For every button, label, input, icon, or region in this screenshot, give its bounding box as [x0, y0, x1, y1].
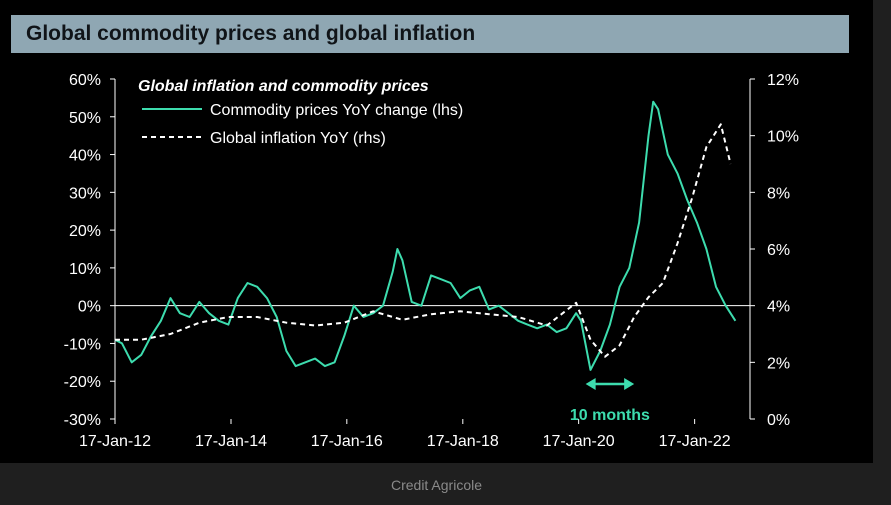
chart-plot: 60% 50% 40% 30% 20% 10% 0% -10% -20% -30% 12% 10% 8%…: [64, 72, 799, 450]
left-tick-label: 30%: [69, 185, 101, 202]
right-tick-label: 4%: [767, 299, 790, 316]
left-tick-label: 60%: [69, 72, 101, 89]
x-tick-label: 17-Jan-16: [311, 433, 383, 450]
x-tick-label: 17-Jan-12: [79, 433, 151, 450]
left-tick-label: -30%: [64, 412, 101, 429]
left-tick-label: -10%: [64, 336, 101, 353]
annotation-arrowhead-left: [585, 378, 596, 390]
global-inflation-line: [115, 123, 732, 358]
left-tick-label: 40%: [69, 148, 101, 165]
chart-title: Global commodity prices and global infla…: [26, 22, 476, 45]
legend-title: Global inflation and commodity prices: [138, 78, 429, 95]
x-tick-label: 17-Jan-14: [195, 433, 267, 450]
chart-figure: Global commodity prices and global infla…: [0, 0, 873, 463]
left-tick-label: 50%: [69, 110, 101, 127]
commodity-prices-line: [114, 100, 737, 371]
x-tick-label: 17-Jan-20: [543, 433, 615, 450]
left-tick-label: -20%: [64, 374, 101, 391]
x-tick-label: 17-Jan-22: [659, 433, 731, 450]
source-caption: Credit Agricole: [390, 477, 483, 493]
annotation-label: 10 months: [570, 407, 650, 424]
right-tick-label: 8%: [767, 185, 790, 202]
left-tick-label: 20%: [69, 223, 101, 240]
legend-entry-label: Commodity prices YoY change (lhs): [210, 102, 463, 119]
right-tick-label: 10%: [767, 129, 799, 146]
annotation-arrowhead-right: [624, 378, 635, 390]
right-tick-label: 2%: [767, 355, 790, 372]
right-tick-label: 6%: [767, 242, 790, 259]
legend-entry-label: Global inflation YoY (rhs): [210, 130, 386, 147]
right-tick-label: 12%: [767, 72, 799, 89]
x-tick-label: 17-Jan-18: [427, 433, 499, 450]
right-tick-label: 0%: [767, 412, 790, 429]
title-bar: Global commodity prices and global infla…: [11, 15, 849, 53]
left-tick-label: 0%: [78, 299, 101, 316]
left-tick-label: 10%: [69, 261, 101, 278]
